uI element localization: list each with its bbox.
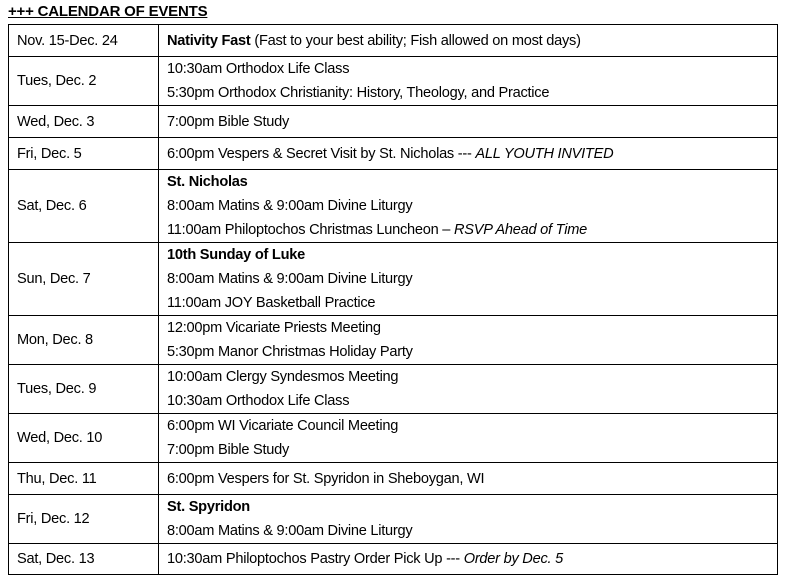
- event-line: 10:30am Orthodox Life Class: [167, 57, 777, 81]
- event-date: Sat, Dec. 13: [8, 543, 159, 575]
- event-line: 5:30pm Manor Christmas Holiday Party: [167, 340, 777, 364]
- event-heading: St. Nicholas: [167, 174, 248, 190]
- event-date: Thu, Dec. 11: [8, 462, 159, 495]
- event-text: 10:00am Clergy Syndesmos Meeting: [167, 369, 399, 385]
- event-line: St. Nicholas: [167, 170, 777, 194]
- event-date: Mon, Dec. 8: [8, 315, 159, 365]
- event-text: 6:00pm Vespers & Secret Visit by St. Nic…: [167, 145, 476, 162]
- event-line: 11:00am JOY Basketball Practice: [167, 291, 777, 315]
- event-heading: Nativity Fast: [167, 32, 251, 49]
- event-row: Nov. 15-Dec. 24 Nativity Fast (Fast to yo…: [8, 24, 778, 57]
- event-line: 8:00am Matins & 9:00am Divine Liturgy: [167, 194, 777, 218]
- event-line: 10:30am Orthodox Life Class: [167, 389, 777, 413]
- event-text: 10:30am Orthodox Life Class: [167, 393, 350, 409]
- event-text: 7:00pm Bible Study: [167, 442, 290, 458]
- event-line: 10:00am Clergy Syndesmos Meeting: [167, 365, 777, 389]
- event-date: Wed, Dec. 3: [8, 105, 159, 138]
- event-line: 10:30am Philoptochos Pastry Order Pick U…: [167, 547, 777, 571]
- event-heading: St. Spyridon: [167, 499, 250, 515]
- event-row: Sat, Dec. 13 10:30am Philoptochos Pastry …: [8, 543, 778, 575]
- event-note: RSVP Ahead of Time: [453, 222, 587, 238]
- event-date: Wed, Dec. 10: [8, 413, 159, 463]
- event-text: 5:30pm Manor Christmas Holiday Party: [167, 344, 413, 360]
- event-date: Sat, Dec. 6: [8, 169, 159, 243]
- event-heading: 10th Sunday of Luke: [167, 247, 305, 263]
- event-line: 5:30pm Orthodox Christianity: History, T…: [167, 81, 777, 105]
- event-date: Nov. 15-Dec. 24: [8, 24, 159, 57]
- event-line: 7:00pm Bible Study: [167, 438, 777, 462]
- event-details: 10:00am Clergy Syndesmos Meeting 10:30am …: [158, 364, 778, 414]
- event-note: Order by Dec. 5: [463, 551, 564, 567]
- event-details: St. Spyridon 8:00am Matins & 9:00am Divin…: [158, 494, 778, 544]
- event-line: 12:00pm Vicariate Priests Meeting: [167, 316, 777, 340]
- event-details: 6:00pm Vespers & Secret Visit by St. Nic…: [158, 137, 778, 170]
- event-row: Thu, Dec. 11 6:00pm Vespers for St. Spyri…: [8, 462, 778, 495]
- event-text: (Fast to your best ability; Fish allowed…: [250, 32, 581, 49]
- event-line: 7:00pm Bible Study: [167, 110, 777, 134]
- calendar-title: +++ CALENDAR OF EVENTS: [8, 3, 208, 20]
- event-row: Fri, Dec. 12 St. Spyridon 8:00am Matins & …: [8, 494, 778, 544]
- event-row: Sat, Dec. 6 St. Nicholas 8:00am Matins & 9…: [8, 169, 778, 243]
- event-note: ALL YOUTH INVITED: [475, 145, 614, 162]
- event-text: 10:30am Orthodox Life Class: [167, 61, 350, 77]
- event-line: 6:00pm Vespers & Secret Visit by St. Nic…: [167, 142, 777, 166]
- event-text: 11:00am Philoptochos Christmas Luncheon …: [167, 222, 454, 238]
- event-details: 10th Sunday of Luke 8:00am Matins & 9:00a…: [158, 242, 778, 316]
- event-date: Fri, Dec. 12: [8, 494, 159, 544]
- event-text: 6:00pm WI Vicariate Council Meeting: [167, 418, 399, 434]
- event-text: 7:00pm Bible Study: [167, 113, 290, 130]
- event-row: Mon, Dec. 8 12:00pm Vicariate Priests Mee…: [8, 315, 778, 365]
- event-row: Tues, Dec. 9 10:00am Clergy Syndesmos Mee…: [8, 364, 778, 414]
- event-details: St. Nicholas 8:00am Matins & 9:00am Divin…: [158, 169, 778, 243]
- event-details: 6:00pm Vespers for St. Spyridon in Shebo…: [158, 462, 778, 495]
- event-line: 6:00pm WI Vicariate Council Meeting: [167, 414, 777, 438]
- event-line: 10th Sunday of Luke: [167, 243, 777, 267]
- event-text: 8:00am Matins & 9:00am Divine Liturgy: [167, 271, 413, 287]
- event-details: 10:30am Orthodox Life Class 5:30pm Orthod…: [158, 56, 778, 106]
- event-details: 12:00pm Vicariate Priests Meeting 5:30pm …: [158, 315, 778, 365]
- event-line: 6:00pm Vespers for St. Spyridon in Shebo…: [167, 467, 777, 491]
- event-details: Nativity Fast (Fast to your best ability…: [158, 24, 778, 57]
- event-details: 7:00pm Bible Study: [158, 105, 778, 138]
- event-text: 8:00am Matins & 9:00am Divine Liturgy: [167, 523, 413, 539]
- event-date: Tues, Dec. 2: [8, 56, 159, 106]
- event-row: Wed, Dec. 10 6:00pm WI Vicariate Council …: [8, 413, 778, 463]
- event-date: Tues, Dec. 9: [8, 364, 159, 414]
- event-text: 12:00pm Vicariate Priests Meeting: [167, 320, 381, 336]
- event-date: Fri, Dec. 5: [8, 137, 159, 170]
- event-date: Sun, Dec. 7: [8, 242, 159, 316]
- event-text: 6:00pm Vespers for St. Spyridon in Shebo…: [167, 470, 485, 487]
- event-text: 5:30pm Orthodox Christianity: History, T…: [167, 85, 550, 101]
- events-table: Nov. 15-Dec. 24 Nativity Fast (Fast to yo…: [8, 24, 778, 575]
- event-line: St. Spyridon: [167, 495, 777, 519]
- event-row: Tues, Dec. 2 10:30am Orthodox Life Class 5…: [8, 56, 778, 106]
- event-row: Wed, Dec. 3 7:00pm Bible Study: [8, 105, 778, 138]
- event-row: Sun, Dec. 7 10th Sunday of Luke 8:00am Mat…: [8, 242, 778, 316]
- event-details: 10:30am Philoptochos Pastry Order Pick U…: [158, 543, 778, 575]
- event-line: 11:00am Philoptochos Christmas Luncheon …: [167, 218, 777, 242]
- event-row: Fri, Dec. 5 6:00pm Vespers & Secret Visit…: [8, 137, 778, 170]
- event-line: 8:00am Matins & 9:00am Divine Liturgy: [167, 267, 777, 291]
- event-text: 10:30am Philoptochos Pastry Order Pick U…: [167, 551, 464, 567]
- event-line: 8:00am Matins & 9:00am Divine Liturgy: [167, 519, 777, 543]
- event-details: 6:00pm WI Vicariate Council Meeting 7:00p…: [158, 413, 778, 463]
- event-line: Nativity Fast (Fast to your best ability…: [167, 29, 777, 53]
- event-text: 11:00am JOY Basketball Practice: [167, 295, 376, 311]
- event-text: 8:00am Matins & 9:00am Divine Liturgy: [167, 198, 413, 214]
